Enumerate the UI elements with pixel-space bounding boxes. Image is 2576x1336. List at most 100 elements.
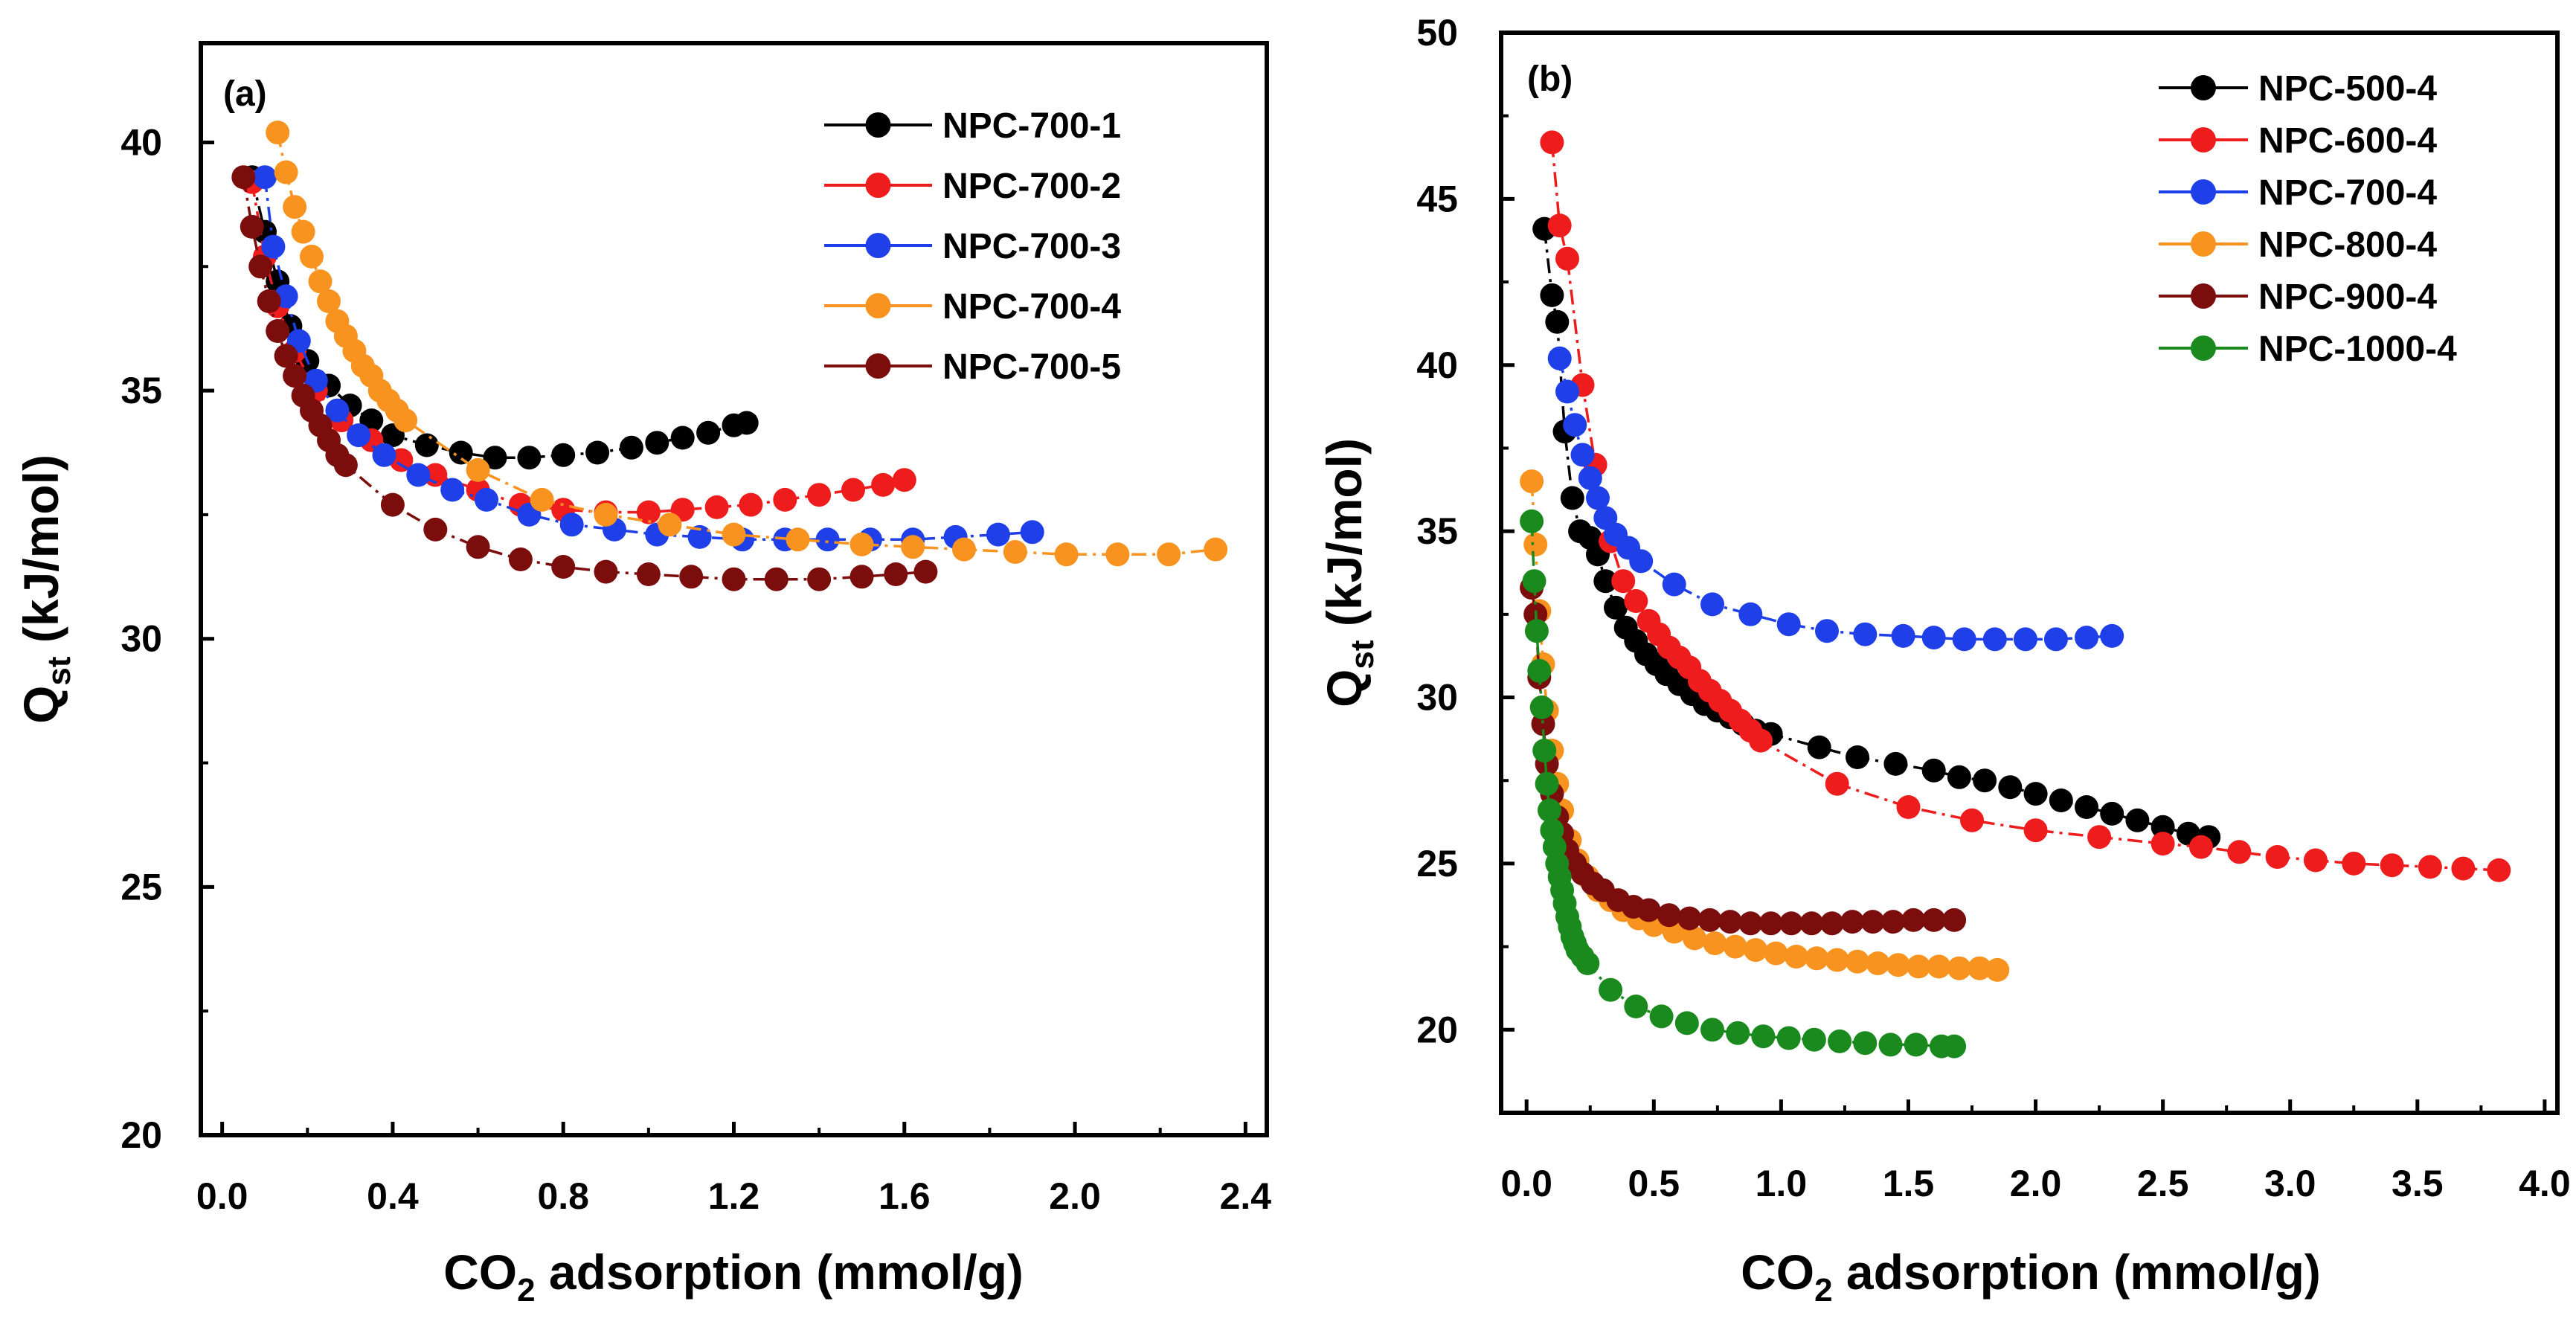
panel-b-y-axis-title: Qst (kJ/mol) bbox=[1317, 438, 1381, 707]
panel-a-npc-700-2-point bbox=[841, 478, 865, 502]
panel-b-npc-500-4-point bbox=[1921, 758, 1946, 783]
panel-b-series-npc-700-4 bbox=[1547, 346, 2124, 652]
panel-b-npc-500-4-point bbox=[1545, 309, 1570, 334]
panel-a-npc-700-5-point bbox=[283, 364, 307, 388]
panel-a-series-npc-700-4 bbox=[266, 121, 1228, 567]
panel-b-npc-700-4-point bbox=[2013, 627, 2037, 652]
panel-a-legend-label: NPC-700-4 bbox=[942, 287, 1121, 327]
panel-b-npc-800-4-point bbox=[1886, 953, 1910, 977]
panel-b-legend-swatch-marker bbox=[2191, 335, 2216, 361]
panel-b-series-npc-600-4 bbox=[1540, 130, 2511, 882]
panel-a-npc-700-4-point bbox=[1054, 542, 1079, 567]
panel-b-npc-800-4-point bbox=[1825, 948, 1849, 972]
panel-a-npc-700-4-point bbox=[594, 502, 618, 527]
panel-b-npc-700-4-point bbox=[1629, 549, 1654, 574]
panel-b-npc-900-4-point bbox=[1901, 908, 1926, 932]
panel-a-npc-700-4-point bbox=[952, 537, 976, 562]
panel-b-npc-900-4-point bbox=[1942, 908, 1967, 932]
panel-a-npc-700-5-point bbox=[849, 565, 874, 589]
panel-b-npc-700-4-point bbox=[1700, 592, 1724, 617]
panel-b-npc-600-4-point bbox=[1611, 569, 1636, 594]
panel-a-legend-label: NPC-700-1 bbox=[942, 106, 1121, 146]
panel-b-legend-label: NPC-700-4 bbox=[2258, 173, 2437, 213]
panel-a-npc-700-3-fit-line bbox=[263, 176, 1032, 542]
panel-a-npc-700-4-point bbox=[1105, 542, 1130, 567]
panel-b-npc-700-4-point bbox=[1815, 619, 1839, 643]
panel-a-npc-700-4-point bbox=[308, 269, 333, 294]
panel-a-npc-700-2-point bbox=[773, 487, 797, 512]
panel-b-series-npc-500-4 bbox=[1532, 216, 2221, 850]
panel-b-label: (b) bbox=[1527, 60, 1573, 99]
panel-b-npc-900-4-point bbox=[1758, 911, 1783, 936]
panel-b-npc-1000-4-point bbox=[1527, 658, 1552, 683]
panel-b-x-tick-label: 0.5 bbox=[1628, 1163, 1680, 1204]
panel-b-npc-1000-4-point bbox=[1878, 1032, 1903, 1057]
panel-a-npc-700-3-point bbox=[559, 513, 584, 537]
panel-b-npc-500-4-point bbox=[1947, 765, 1971, 789]
panel-a-legend-item-npc-700-1: NPC-700-1 bbox=[824, 106, 1121, 146]
panel-a-npc-700-5-point bbox=[231, 165, 256, 190]
panel-b-npc-500-4-point bbox=[2100, 801, 2124, 826]
panel-b-npc-500-4-point bbox=[2023, 782, 2048, 806]
panel-b-npc-700-4-point bbox=[2100, 623, 2124, 648]
panel-a-npc-700-1-point bbox=[734, 411, 759, 435]
panel-a-npc-700-5-point bbox=[722, 567, 746, 591]
panel-a-y-tick-label: 35 bbox=[121, 370, 162, 411]
panel-a-npc-700-5-point bbox=[764, 567, 788, 591]
panel-a-npc-700-4-point bbox=[266, 121, 290, 145]
panel-b-npc-500-4-point bbox=[1883, 751, 1908, 776]
panel-b-legend: NPC-500-4 NPC-600-4 NPC-700-4 NPC-800-4 NPC-… bbox=[2159, 69, 2457, 369]
panel-b-y-tick-label: 35 bbox=[1416, 510, 1458, 552]
panel-a-npc-700-5-point bbox=[594, 559, 618, 584]
panel-b-legend-swatch-marker bbox=[2191, 179, 2216, 205]
panel-b-y-tick-label: 30 bbox=[1416, 677, 1458, 719]
panel-a-legend-item-npc-700-4: NPC-700-4 bbox=[824, 287, 1121, 327]
panel-a-npc-700-2-point bbox=[636, 500, 661, 524]
panel-a-x-axis-title: CO2 adsorption (mmol/g) bbox=[443, 1245, 1024, 1308]
panel-a-npc-700-4-point bbox=[849, 532, 874, 556]
panel-b-npc-800-4-point bbox=[1985, 957, 2010, 982]
panel-b-x-tick-label: 2.0 bbox=[2010, 1163, 2062, 1204]
panel-b-npc-500-4-point bbox=[2049, 789, 2073, 812]
panel-b-legend-item-npc-700-4: NPC-700-4 bbox=[2159, 173, 2437, 213]
panel-a-legend-swatch-marker bbox=[865, 293, 891, 318]
panel-a-y-tick-label: 40 bbox=[121, 121, 162, 163]
panel-b-npc-1000-4-point bbox=[1942, 1034, 1967, 1059]
panel-b-npc-800-4-point bbox=[1744, 938, 1768, 963]
panel-a-npc-700-3-point bbox=[815, 527, 840, 552]
panel-b-npc-500-4-point bbox=[1973, 768, 1997, 793]
panel-a-npc-700-3-point bbox=[475, 487, 498, 512]
panel-b-npc-1000-4-point bbox=[1751, 1024, 1776, 1049]
panel-b-npc-700-4-point bbox=[1662, 572, 1686, 597]
panel-b-npc-1000-4-point bbox=[1674, 1011, 1699, 1035]
panel-b-npc-700-4-point bbox=[1738, 602, 1763, 626]
panel-b-y-tick-label: 20 bbox=[1416, 1009, 1458, 1050]
panel-a-x-tick-label: 0.8 bbox=[537, 1175, 589, 1217]
panel-b-npc-1000-4-point bbox=[1532, 739, 1557, 762]
panel-a-npc-700-2-point bbox=[807, 483, 832, 507]
panel-a-legend-item-npc-700-2: NPC-700-2 bbox=[824, 167, 1121, 206]
panel-b-npc-600-4-point bbox=[2303, 848, 2328, 873]
panel-b-legend-item-npc-800-4: NPC-800-4 bbox=[2159, 225, 2437, 265]
panel-b-npc-700-4-point bbox=[1570, 443, 1595, 467]
panel-a-npc-700-3-point bbox=[372, 443, 396, 467]
panel-b-legend-swatch-marker bbox=[2191, 231, 2216, 257]
panel-b-npc-700-4-point bbox=[1563, 413, 1587, 437]
panel-a-legend-swatch-marker bbox=[865, 353, 891, 379]
panel-a-npc-700-4-point bbox=[722, 522, 746, 547]
panel-a-npc-700-4-point bbox=[1157, 542, 1181, 567]
panel-b-npc-600-4-point bbox=[2087, 825, 2112, 850]
panel-b-npc-800-4-point bbox=[1927, 954, 1951, 979]
panel-b-npc-600-4-point bbox=[1749, 728, 1773, 753]
panel-b-npc-600-4-point bbox=[1555, 246, 1579, 271]
panel-b-npc-700-4-point bbox=[1982, 627, 2007, 652]
panel-b-legend-swatch-marker bbox=[2191, 75, 2216, 100]
panel-a-npc-700-1-point bbox=[483, 446, 507, 470]
panel-b-npc-1000-4-point bbox=[1624, 995, 1648, 1018]
panel-a-npc-700-1-point bbox=[517, 446, 542, 470]
panel-b-legend-swatch-marker bbox=[2191, 283, 2216, 309]
panel-b-npc-800-4-point bbox=[1683, 926, 1706, 951]
panel-a-npc-700-5-point bbox=[423, 517, 448, 542]
panel-b-npc-1000-4-point bbox=[1904, 1032, 1928, 1057]
panel-a-npc-700-1-point bbox=[449, 440, 473, 465]
